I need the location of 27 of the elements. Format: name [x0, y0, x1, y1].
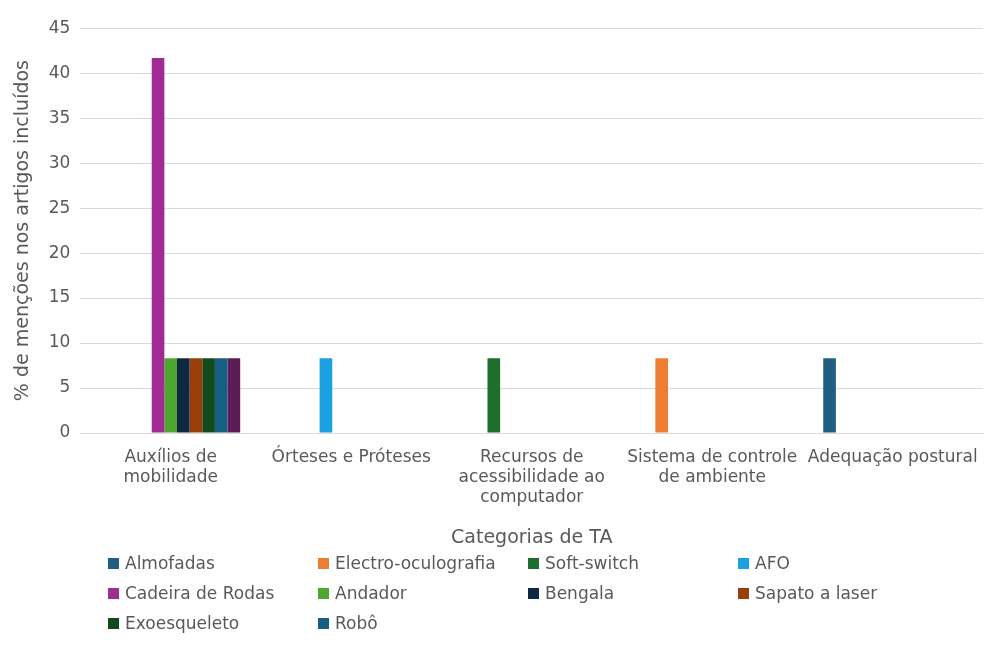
- legend-label: Soft-switch: [545, 553, 639, 573]
- legend-label: Almofadas: [125, 553, 215, 573]
- y-tick-label: 20: [48, 241, 71, 262]
- legend-label: AFO: [755, 553, 790, 573]
- y-tick-label: 35: [48, 106, 71, 127]
- y-tick-label: 15: [48, 286, 71, 307]
- x-tick-label: Sistema de controle de ambiente: [627, 445, 798, 487]
- y-tick-label: 0: [59, 421, 71, 442]
- y-tick-label: 45: [48, 16, 71, 37]
- legend-label: Electro-oculografia: [335, 553, 496, 573]
- y-axis-title: % de menções nos artigos incluídos: [10, 60, 33, 402]
- x-tick-label: Adequação postural: [807, 445, 978, 466]
- y-tick-label: 25: [48, 196, 71, 217]
- legend-label: Exoesqueleto: [125, 613, 240, 633]
- legend-label: Robô: [335, 613, 378, 633]
- y-tick-label: 10: [48, 331, 71, 352]
- legend-label: Bengala: [545, 583, 615, 603]
- legend-label: Cadeira de Rodas: [125, 583, 275, 603]
- x-tick-label: Auxílios de mobilidade: [123, 445, 218, 487]
- legend-label: Sapato a laser: [755, 583, 878, 603]
- x-tick-label: Órteses e Próteses: [271, 444, 431, 466]
- y-tick-label: 40: [48, 61, 71, 82]
- y-tick-label: 5: [59, 376, 71, 397]
- x-axis-title: Categorias de TA: [451, 524, 613, 547]
- x-tick-label: Recursos de acessibilidade ao computador: [458, 445, 605, 507]
- legend-label: Andador: [335, 583, 407, 603]
- y-tick-label: 30: [48, 151, 71, 172]
